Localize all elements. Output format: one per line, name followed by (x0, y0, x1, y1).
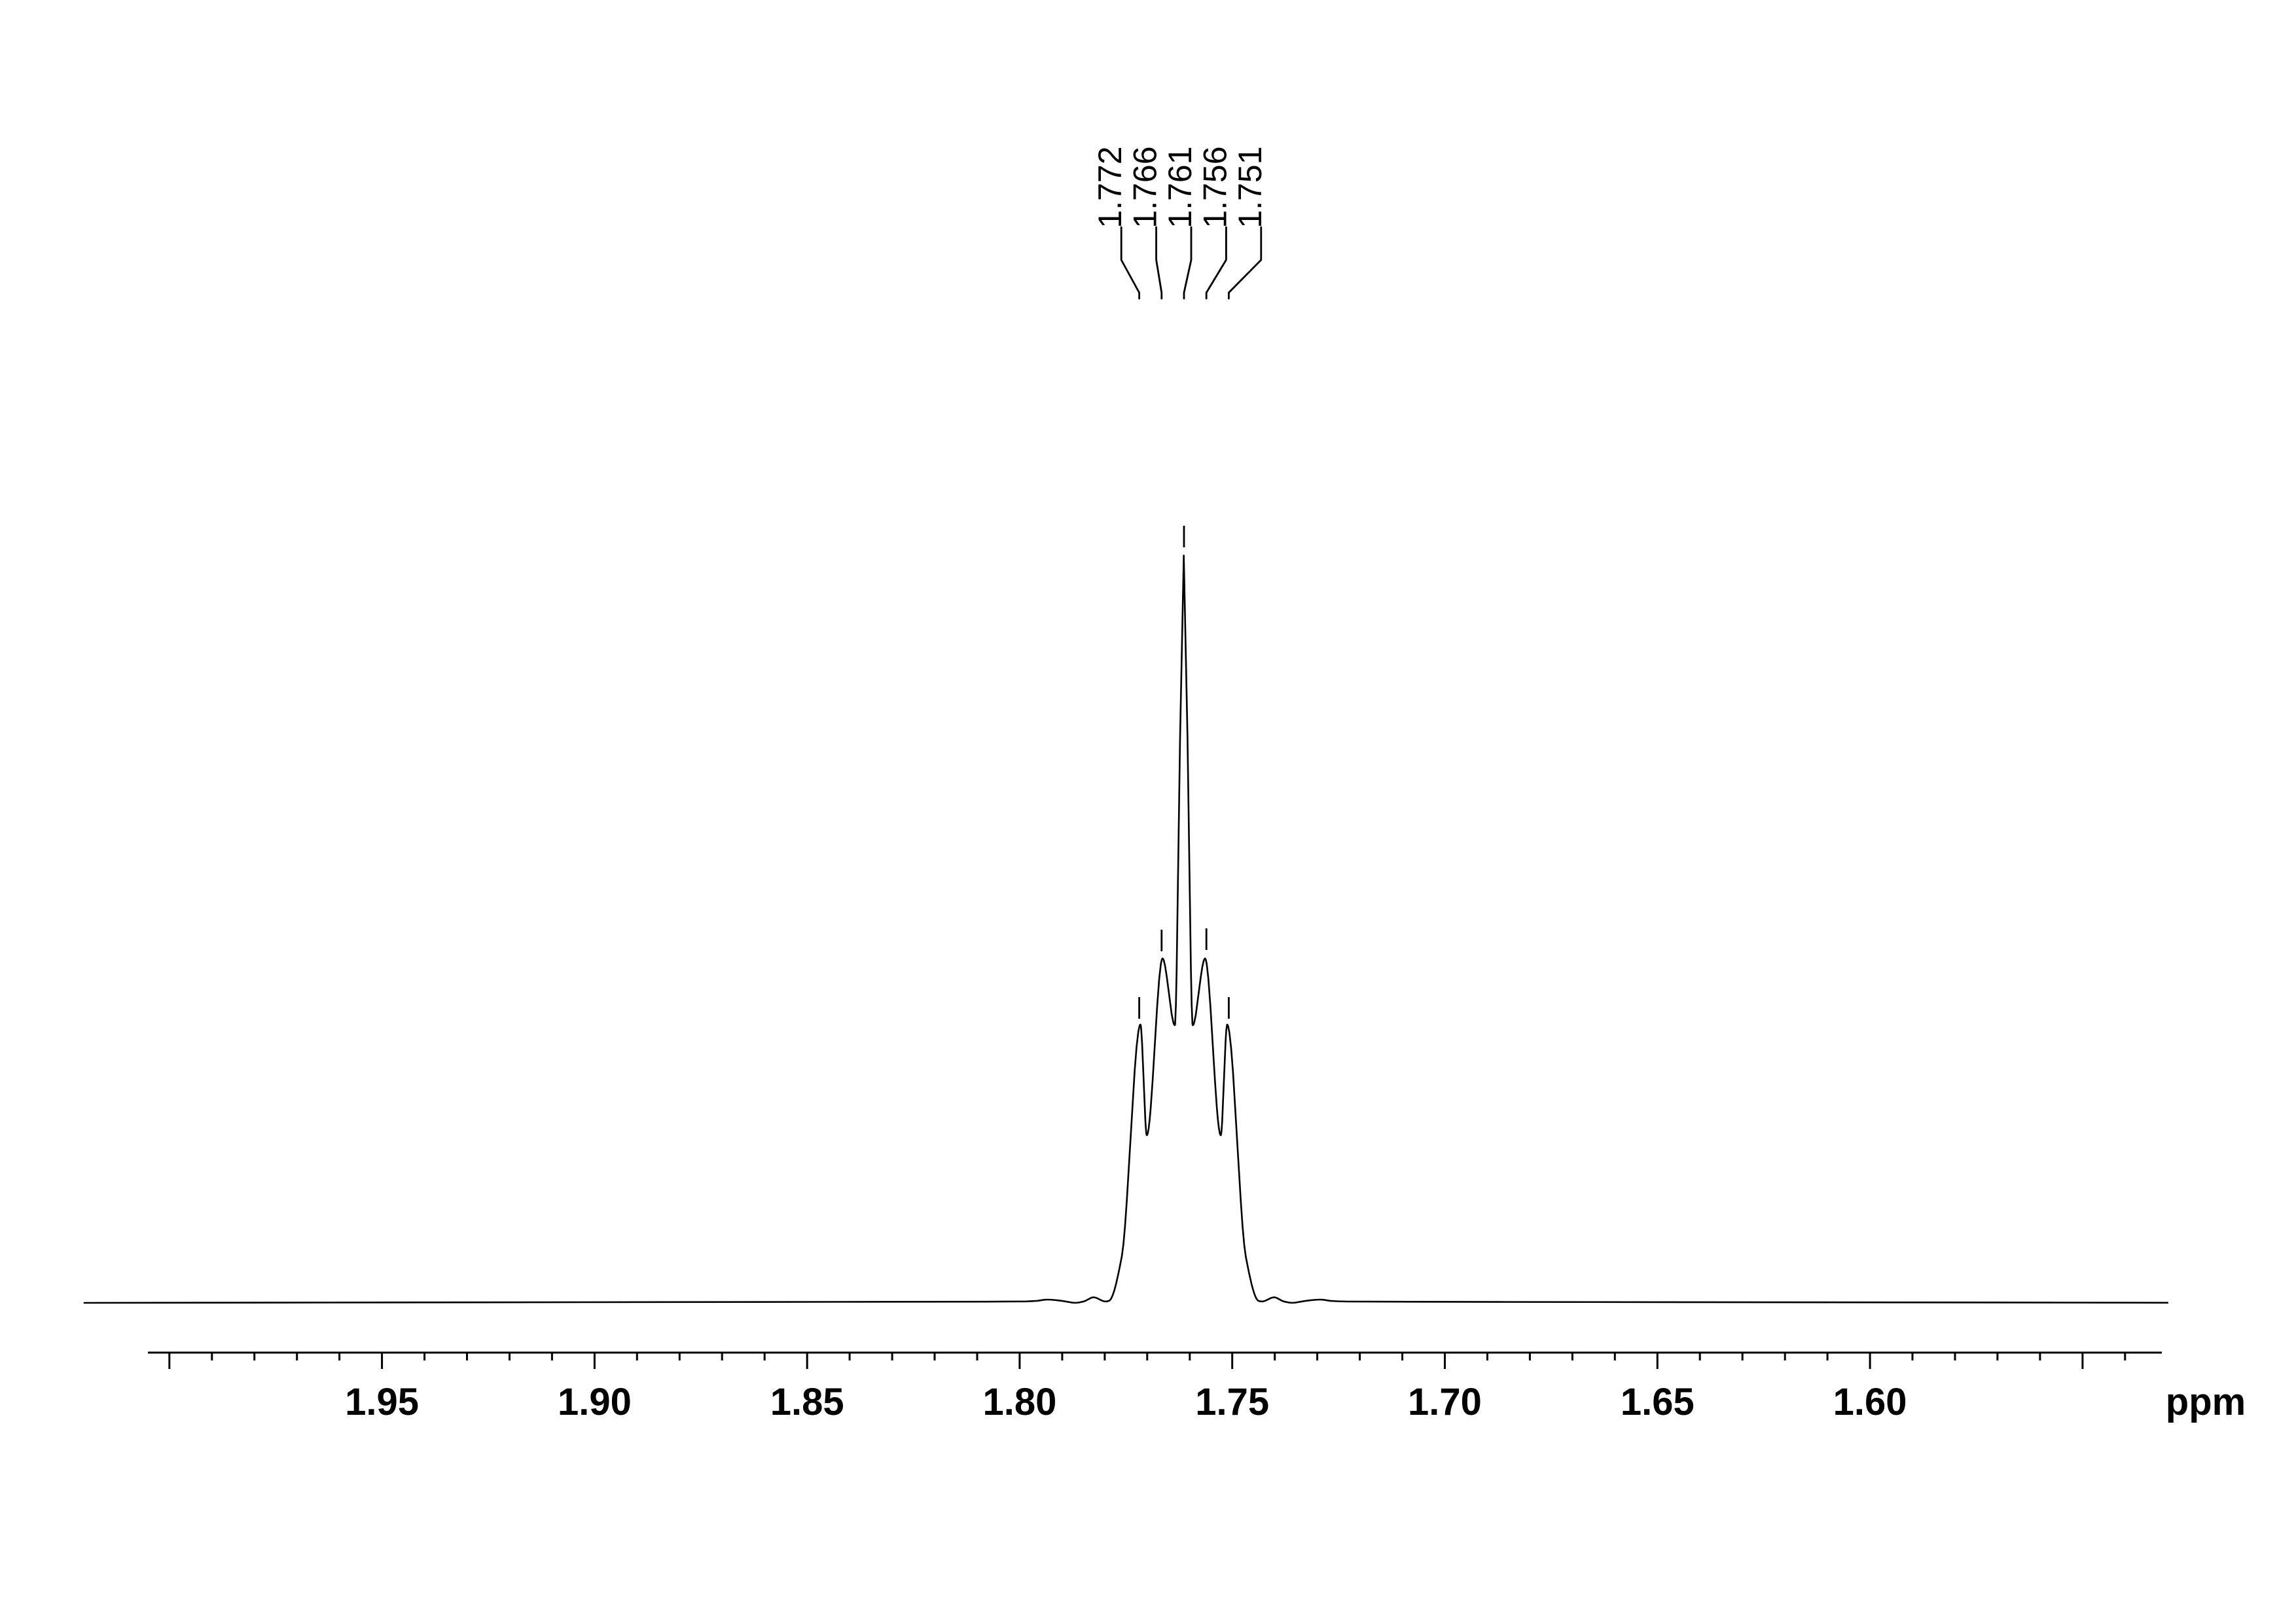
svg-text:1.751: 1.751 (1232, 146, 1268, 228)
svg-text:1.85: 1.85 (770, 1381, 844, 1423)
svg-text:1.766: 1.766 (1127, 146, 1164, 228)
svg-text:1.70: 1.70 (1408, 1381, 1482, 1423)
svg-text:1.756: 1.756 (1196, 146, 1233, 228)
svg-text:1.90: 1.90 (558, 1381, 632, 1423)
svg-text:1.772: 1.772 (1092, 146, 1128, 228)
svg-text:1.95: 1.95 (345, 1381, 419, 1423)
svg-text:1.60: 1.60 (1833, 1381, 1907, 1423)
svg-text:ppm: ppm (2166, 1381, 2246, 1423)
svg-text:1.761: 1.761 (1162, 146, 1198, 228)
svg-text:1.80: 1.80 (982, 1381, 1056, 1423)
svg-text:1.65: 1.65 (1621, 1381, 1695, 1423)
svg-text:1.75: 1.75 (1195, 1381, 1269, 1423)
